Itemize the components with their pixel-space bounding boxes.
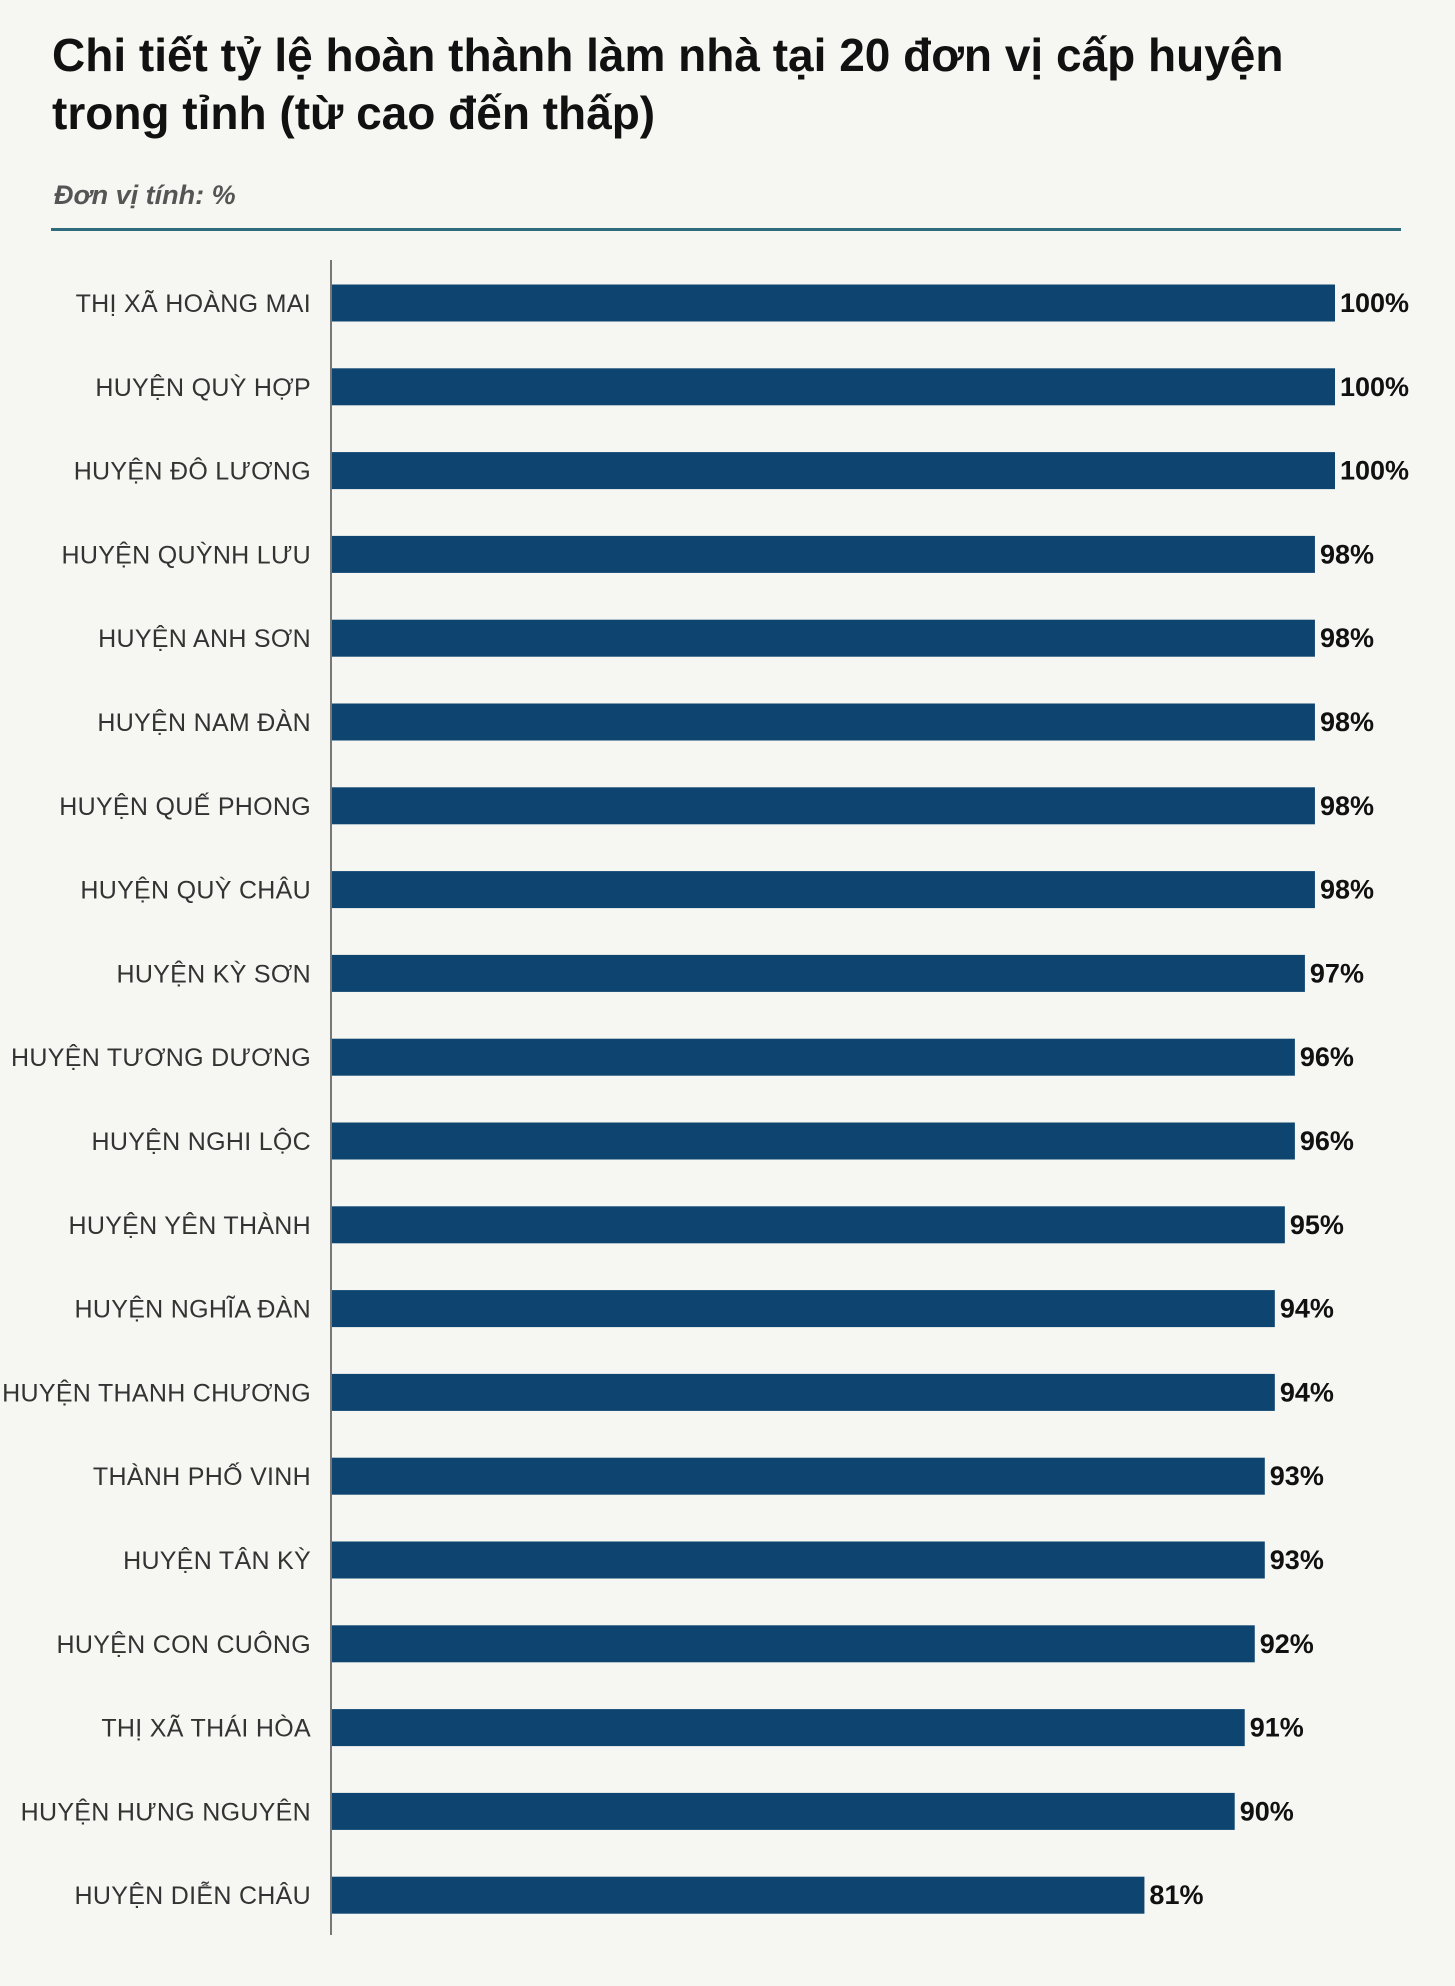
category-label: HUYỆN QUỲ HỢP [95,373,311,402]
bar [332,1373,1275,1411]
category-label: HUYỆN NAM ĐÀN [97,708,311,737]
bar [332,284,1335,322]
bar [332,1122,1295,1160]
value-label: 90% [1240,1796,1294,1826]
category-label: HUYỆN CON CUÔNG [56,1630,311,1659]
category-label: HUYỆN ANH SƠN [98,624,311,653]
bar [332,787,1315,825]
category-label: THÀNH PHỐ VINH [93,1461,311,1491]
category-label: HUYỆN THANH CHƯƠNG [2,1378,311,1407]
bar [332,1457,1265,1495]
bar [332,619,1315,657]
value-label: 93% [1270,1545,1324,1575]
value-label: 93% [1270,1461,1324,1491]
category-label: THỊ XÃ THÁI HÒA [101,1714,311,1743]
value-label: 81% [1149,1880,1203,1910]
value-label: 98% [1320,623,1374,653]
bar [332,1709,1245,1747]
value-label: 100% [1340,456,1409,486]
value-label: 100% [1340,288,1409,318]
bar-chart: THỊ XÃ HOÀNG MAI 100% HUYỆN QUỲ HỢP 100% HUY… [2,260,1409,1935]
chart-title: Chi tiết tỷ lệ hoàn thành làm nhà tại 20… [52,29,1284,139]
bar [332,1876,1145,1914]
bar [332,1206,1285,1244]
category-label: HUYỆN KỲ SƠN [116,959,311,988]
value-label: 98% [1320,707,1374,737]
value-label: 98% [1320,875,1374,905]
title-divider [51,228,1401,231]
bar [332,368,1335,406]
value-label: 98% [1320,539,1374,569]
value-label: 92% [1260,1629,1314,1659]
category-label: HUYỆN TƯƠNG DƯƠNG [11,1043,311,1072]
category-label: HUYỆN TÂN KỲ [123,1546,311,1575]
bar [332,1290,1275,1328]
category-label: THỊ XÃ HOÀNG MAI [76,289,311,318]
category-label: HUYỆN NGHI LỘC [91,1127,311,1156]
bar [332,1541,1265,1579]
value-label: 100% [1340,372,1409,402]
category-label: HUYỆN ĐÔ LƯƠNG [74,457,311,486]
category-label: HUYỆN QUẾ PHONG [59,792,311,821]
category-label: HUYỆN QUỲ CHÂU [80,876,311,905]
bar [332,1625,1255,1663]
bar [332,535,1315,573]
category-label: HUYỆN DIỄN CHÂU [75,1880,311,1910]
category-label: HUYỆN NGHĨA ĐÀN [75,1295,311,1324]
value-label: 91% [1250,1713,1304,1743]
value-label: 96% [1300,1042,1354,1072]
bar [332,703,1315,741]
value-label: 98% [1320,791,1374,821]
unit-note: Đơn vị tính: % [54,180,236,210]
value-label: 96% [1300,1126,1354,1156]
bar [332,452,1335,490]
value-label: 97% [1310,958,1364,988]
bar [332,1038,1295,1076]
category-label: HUYỆN HƯNG NGUYÊN [21,1797,311,1826]
value-label: 95% [1290,1210,1344,1240]
bar [332,871,1315,909]
bar [332,1792,1235,1830]
category-label: HUYỆN YÊN THÀNH [68,1211,311,1240]
value-label: 94% [1280,1294,1334,1324]
bar [332,954,1305,992]
value-label: 94% [1280,1377,1334,1407]
category-label: HUYỆN QUỲNH LƯU [62,540,312,569]
